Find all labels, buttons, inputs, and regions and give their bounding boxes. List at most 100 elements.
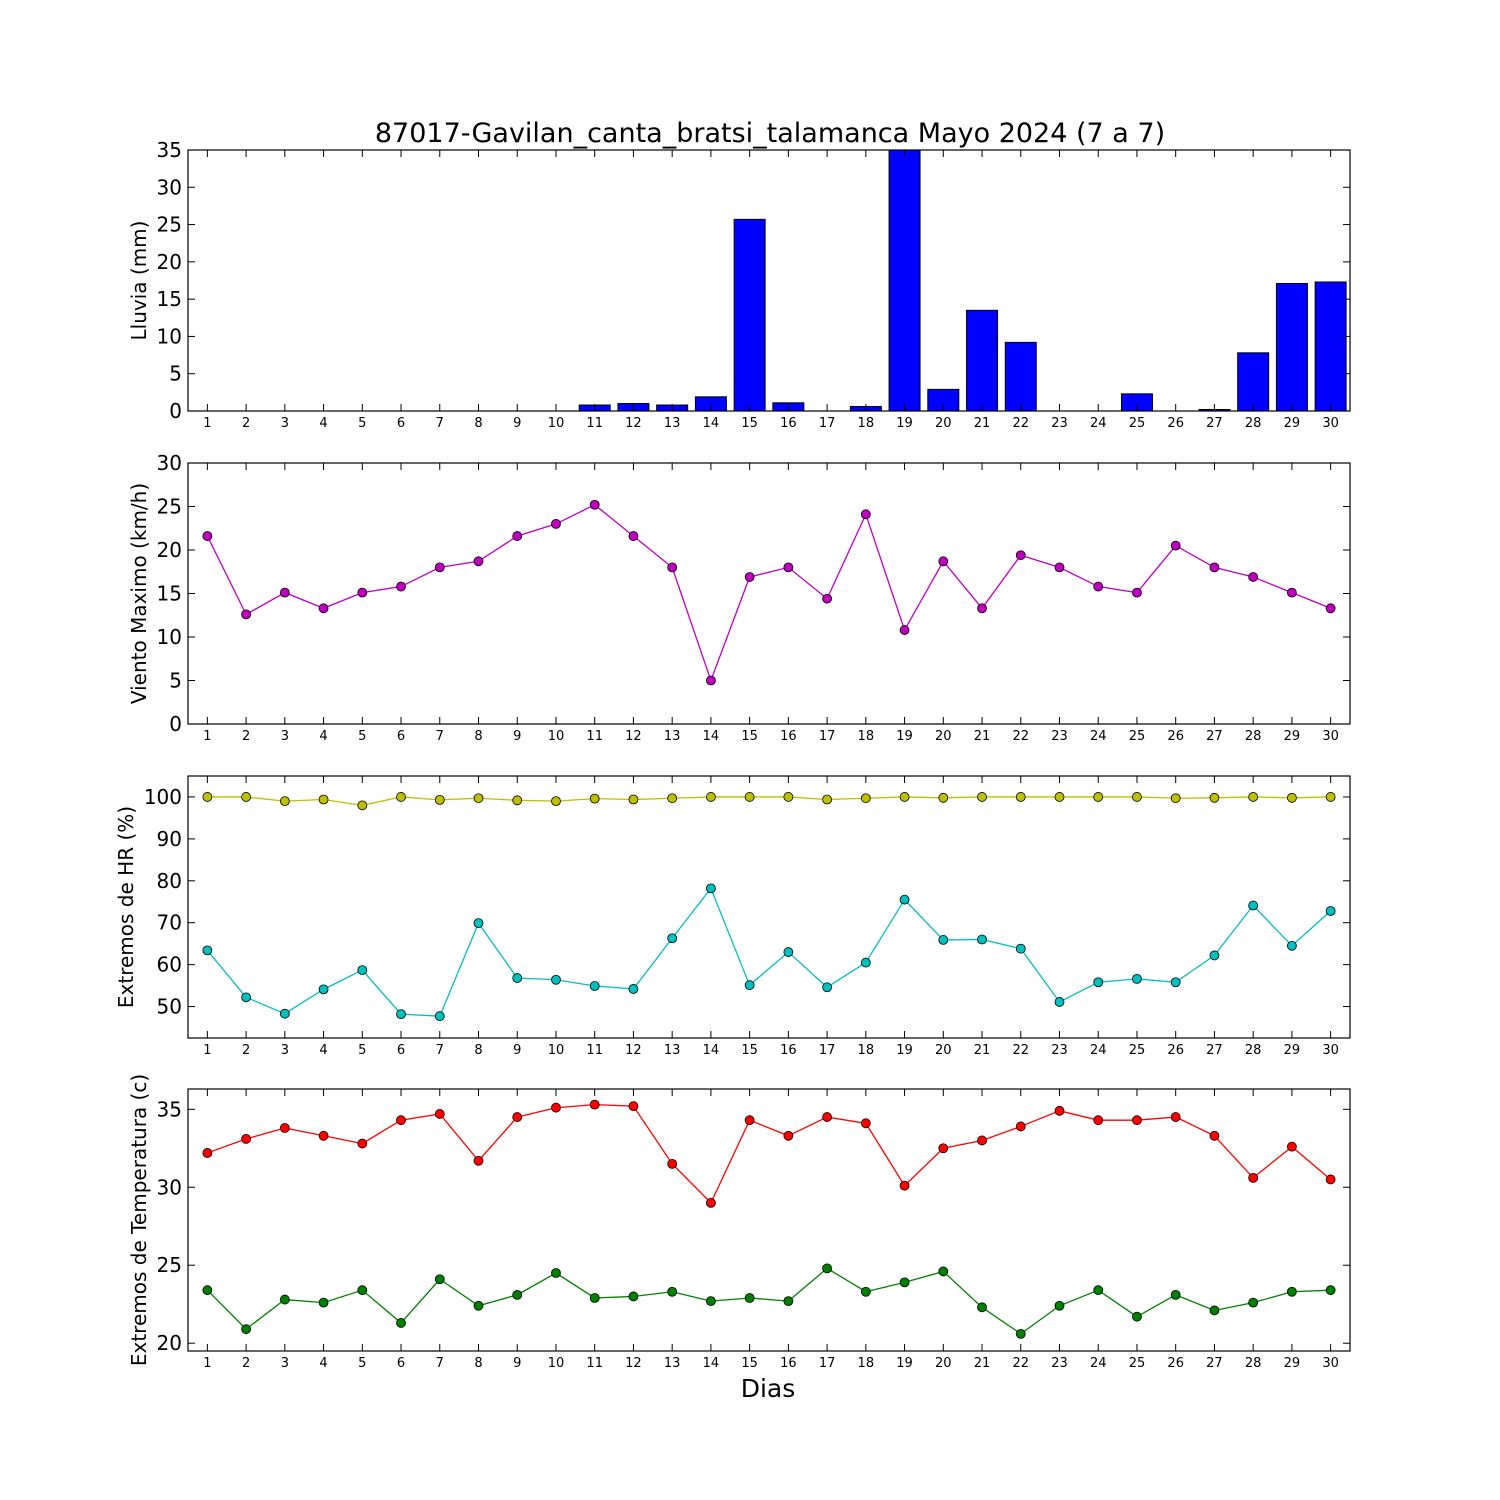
rain-xtick-label: 12 (625, 416, 642, 431)
humidity-series-0-line (207, 796, 1331, 807)
temperature-xtick-label: 3 (281, 1356, 289, 1371)
humidity-series-1-point (1054, 997, 1065, 1007)
humidity-xtick-label: 8 (474, 1043, 482, 1058)
humidity-series-0-point (512, 795, 523, 806)
humidity-series-1-point (1248, 900, 1259, 911)
rain-xtick-label: 4 (319, 416, 327, 431)
humidity-series-1-point (822, 982, 832, 993)
temperature-ytick-label: 30 (157, 1175, 182, 1199)
temperature-series-1-point (1325, 1285, 1336, 1296)
temperature-series-0-point (1325, 1174, 1336, 1185)
rain-bar (1314, 281, 1347, 412)
humidity-series-1-point (434, 1011, 445, 1022)
wind-series-0-point (318, 603, 329, 614)
humidity-series-0-point (1015, 792, 1026, 802)
rain-xtick-label: 23 (1051, 416, 1068, 431)
temperature-series-1-point (1054, 1300, 1065, 1311)
humidity-series-1-point (1209, 950, 1220, 961)
rain-xtick-label: 15 (741, 416, 758, 431)
wind-ytick-label: 30 (157, 451, 182, 475)
rain-xtick-label: 9 (513, 416, 521, 431)
humidity-series-0-point (202, 792, 213, 802)
temperature-series-1-point (434, 1274, 445, 1285)
rain-ytick-label: 15 (157, 287, 182, 311)
humidity-xtick-label: 12 (625, 1043, 642, 1058)
rain-xtick-label: 10 (548, 416, 565, 431)
wind-ytick-label: 0 (169, 712, 182, 736)
temperature-series-0-point (1170, 1112, 1181, 1122)
wind-series-0-point (357, 587, 368, 598)
temperature-series-0-point (396, 1115, 406, 1126)
humidity-series-0-point (628, 794, 639, 805)
humidity-xtick-label: 18 (858, 1043, 875, 1058)
temperature-series-1-point (1093, 1285, 1104, 1296)
humidity-series-1-point (473, 918, 484, 929)
temperature-xtick-label: 26 (1167, 1356, 1184, 1371)
humidity-xtick-label: 6 (397, 1043, 405, 1058)
humidity-xtick-label: 25 (1129, 1043, 1146, 1058)
rain-xtick-label: 2 (242, 416, 250, 431)
humidity-series-0-point (1093, 792, 1104, 802)
wind-ytick-label: 20 (157, 538, 182, 562)
temperature-series-1-point (1209, 1305, 1220, 1316)
wind-xtick-label: 19 (896, 729, 913, 744)
wind-series-0-point (434, 562, 445, 573)
humidity-series-1-point (899, 894, 910, 905)
humidity-ytick-label: 70 (157, 911, 182, 935)
wind-xtick-label: 24 (1090, 729, 1107, 744)
humidity-series-1-point (1287, 940, 1297, 951)
temperature-series-0-point (357, 1138, 368, 1149)
humidity-series-1-point (241, 992, 252, 1003)
temperature-series-1-point (357, 1285, 368, 1296)
rain-ytick-label: 10 (157, 324, 182, 348)
wind-series-0-point (1209, 562, 1220, 573)
wind-xtick-label: 25 (1129, 729, 1146, 744)
wind-xtick-label: 6 (397, 729, 405, 744)
temperature-xtick-label: 14 (703, 1356, 720, 1371)
humidity-series-0-point (1132, 792, 1142, 802)
humidity-xtick-label: 10 (548, 1043, 565, 1058)
wind-ytick-label: 5 (169, 669, 182, 693)
humidity-series-0-point (899, 792, 910, 802)
wind-series-0-point (1287, 587, 1297, 598)
temperature-series-1-point (396, 1318, 406, 1328)
temperature-series-0-point (1287, 1141, 1297, 1152)
temperature-series-1-point (473, 1300, 484, 1311)
temperature-series-0-point (1132, 1115, 1142, 1126)
temperature-xtick-label: 5 (358, 1356, 366, 1371)
humidity-series-0-point (551, 796, 561, 807)
temperature-ytick-label: 20 (157, 1331, 182, 1355)
humidity-xtick-label: 15 (741, 1043, 758, 1058)
temperature-series-0-point (860, 1118, 871, 1129)
rain-xtick-label: 20 (935, 416, 952, 431)
wind-series-0-point (860, 509, 871, 520)
rain-xtick-label: 1 (203, 416, 211, 431)
temperature-ylabel: Extremos de Temperatura (c) (127, 1074, 151, 1366)
humidity-series-0-point (938, 792, 949, 803)
wind-xtick-label: 28 (1245, 729, 1262, 744)
wind-series-0-point (1132, 587, 1142, 598)
rain-xtick-label: 28 (1245, 416, 1262, 431)
wind-series-0-point (473, 556, 484, 567)
rain-ytick-label: 25 (157, 213, 182, 237)
temperature-xtick-label: 9 (513, 1356, 521, 1371)
wind-xtick-label: 26 (1167, 729, 1184, 744)
humidity-series-0-point (1325, 792, 1336, 802)
rain-xtick-label: 14 (703, 416, 720, 431)
rain-xtick-label: 27 (1206, 416, 1223, 431)
wind-ytick-label: 15 (157, 582, 182, 606)
humidity-series-0-point (318, 794, 329, 805)
wind-xtick-label: 13 (664, 729, 681, 744)
rain-xtick-label: 17 (819, 416, 836, 431)
temperature-xtick-label: 7 (436, 1356, 444, 1371)
rain-bar (1004, 341, 1037, 412)
humidity-xtick-label: 23 (1051, 1043, 1068, 1058)
wind-xtick-label: 23 (1051, 729, 1068, 744)
humidity-xtick-label: 9 (513, 1043, 521, 1058)
humidity-series-1-line (206, 887, 1332, 1017)
humidity-series-0-point (279, 796, 290, 807)
humidity-series-1-point (1015, 943, 1026, 954)
wind-xtick-label: 2 (242, 729, 250, 744)
temperature-series-1-point (1287, 1286, 1297, 1297)
humidity-series-0-point (396, 792, 406, 802)
